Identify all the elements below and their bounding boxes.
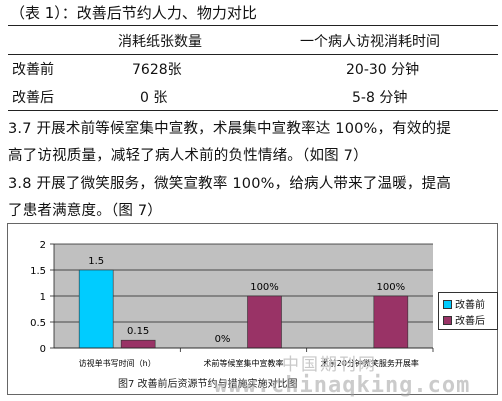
row-after-paper: 0 张 [140,90,168,106]
legend-swatch-before [443,300,452,309]
table-bottom-rule [8,110,498,111]
bar-before [78,269,114,349]
y-tick-label: 0 [40,344,46,355]
paragraph-3-8-line-1: 3.8 开展了微笑服务，微笑宣教率 100%，给病人带来了温暖，提高 [8,176,452,192]
y-tick-label: 0.5 [30,318,46,329]
legend-swatch-after [443,316,452,325]
x-category-label: 术前20分钟微笑服务开展率 [321,358,419,368]
legend-label-before: 改善前 [455,300,485,311]
table-top-rule [8,25,498,26]
row-after-time: 5-8 分钟 [352,90,408,106]
data-label: 1.5 [88,256,104,267]
data-label: 100% [250,282,279,293]
row-before-time: 20-30 分钟 [346,62,420,78]
chart-plot: 0 0.5 1 1.5 2 访视单书写时间（h） 1.5 0.15 术前等候室集中宣教率 0% 10… [30,240,434,368]
watermark-text: 中国期刊网 [282,355,377,375]
bar-after [247,295,282,349]
legend-item-after: 改善后 [443,312,485,327]
data-label: 100% [377,282,406,293]
y-tick-label: 1 [40,292,46,303]
paragraph-3-8-line-2: 了患者满意度。（图 7） [8,203,162,219]
y-tick-label: 1.5 [30,266,46,277]
row-before-paper: 7628张 [132,62,182,78]
x-category-label: 访视单书写时间（h） [79,358,156,368]
x-category-label: 术前等候室集中宣教率 [204,358,284,368]
row-after-label: 改善后 [12,90,54,106]
legend-item-before: 改善前 [443,296,485,311]
header-visit-time: 一个病人访视消耗时间 [300,34,440,50]
paragraph-3-7-line-2: 高了访视质量，减轻了病人术前的负性情绪。（如图 7） [8,148,368,164]
row-before-label: 改善前 [12,62,54,78]
y-tick-label: 2 [40,240,46,251]
watermark-url: www.chinaqking.com [214,373,471,398]
figure-7-chart: 0 0.5 1 1.5 2 访视单书写时间（h） 1.5 0.15 术前等候室集中宣教率 0% 10… [7,223,498,395]
table-header-rule [8,54,498,55]
bar-after [120,339,156,349]
table-caption: （表 1）：改善后节约人力、物力对比 [10,4,257,22]
bar-after [373,295,409,349]
chart-legend: 改善前 改善后 [438,292,498,330]
legend-label-after: 改善后 [455,316,485,327]
figure-caption: 图7 改善前后资源节约与措施实施对比图 [118,379,298,390]
header-paper-count: 消耗纸张数量 [118,34,202,50]
data-label: 0.15 [127,326,149,337]
paragraph-3-7-line-1: 3.7 开展术前等候室集中宣教，术晨集中宣教率达 100%，有效的提 [8,121,452,137]
data-label: 0% [215,334,231,345]
